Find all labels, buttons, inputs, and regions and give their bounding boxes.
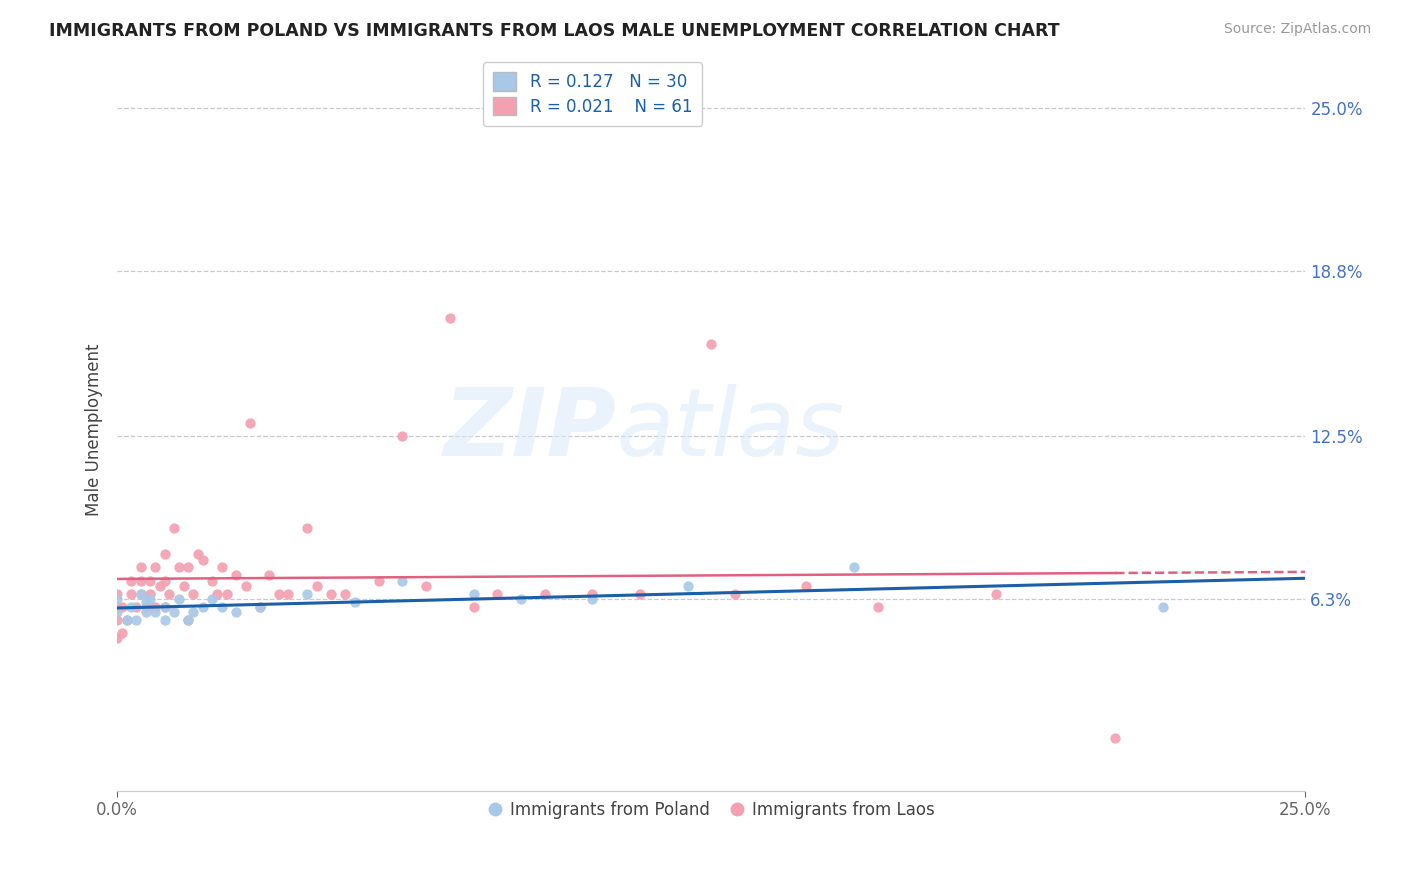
Point — [305, 579, 328, 593]
Point — [205, 587, 228, 601]
Point — [105, 591, 128, 606]
Point — [486, 587, 509, 601]
Point — [115, 613, 138, 627]
Point — [463, 587, 485, 601]
Point — [319, 587, 342, 601]
Point — [724, 587, 747, 601]
Point — [111, 599, 134, 614]
Point — [177, 560, 200, 574]
Point — [129, 574, 152, 588]
Point — [239, 416, 262, 430]
Legend: Immigrants from Poland, Immigrants from Laos: Immigrants from Poland, Immigrants from … — [482, 794, 941, 826]
Point — [143, 560, 166, 574]
Point — [105, 613, 128, 627]
Point — [120, 599, 142, 614]
Point — [149, 579, 172, 593]
Point — [153, 599, 176, 614]
Point — [249, 599, 271, 614]
Point — [211, 560, 233, 574]
Point — [297, 587, 319, 601]
Point — [181, 587, 204, 601]
Point — [139, 591, 162, 606]
Point — [986, 587, 1008, 601]
Point — [125, 613, 148, 627]
Point — [700, 337, 723, 351]
Point — [201, 591, 224, 606]
Point — [187, 547, 209, 561]
Point — [796, 579, 818, 593]
Point — [153, 613, 176, 627]
Point — [105, 599, 128, 614]
Point — [225, 568, 247, 582]
Point — [534, 587, 557, 601]
Point — [1152, 599, 1174, 614]
Point — [120, 574, 142, 588]
Point — [167, 591, 190, 606]
Point — [135, 594, 157, 608]
Point — [153, 599, 176, 614]
Point — [581, 591, 603, 606]
Point — [367, 574, 389, 588]
Point — [676, 579, 699, 593]
Point — [105, 587, 128, 601]
Point — [1104, 731, 1126, 745]
Point — [125, 599, 148, 614]
Point — [129, 587, 152, 601]
Point — [105, 605, 128, 619]
Point — [135, 599, 157, 614]
Text: IMMIGRANTS FROM POLAND VS IMMIGRANTS FROM LAOS MALE UNEMPLOYMENT CORRELATION CHA: IMMIGRANTS FROM POLAND VS IMMIGRANTS FRO… — [49, 22, 1060, 40]
Point — [129, 560, 152, 574]
Point — [153, 574, 176, 588]
Point — [249, 599, 271, 614]
Point — [191, 599, 214, 614]
Point — [259, 568, 281, 582]
Point — [335, 587, 357, 601]
Point — [167, 560, 190, 574]
Point — [581, 587, 603, 601]
Point — [267, 587, 290, 601]
Point — [391, 574, 413, 588]
Point — [211, 599, 233, 614]
Point — [510, 591, 533, 606]
Y-axis label: Male Unemployment: Male Unemployment — [86, 343, 103, 516]
Point — [191, 552, 214, 566]
Point — [163, 605, 186, 619]
Point — [139, 574, 162, 588]
Point — [177, 613, 200, 627]
Point — [181, 605, 204, 619]
Point — [135, 605, 157, 619]
Text: Source: ZipAtlas.com: Source: ZipAtlas.com — [1223, 22, 1371, 37]
Point — [463, 599, 485, 614]
Point — [343, 594, 366, 608]
Point — [277, 587, 299, 601]
Point — [173, 579, 195, 593]
Point — [439, 310, 461, 325]
Point — [143, 599, 166, 614]
Point — [153, 547, 176, 561]
Point — [159, 587, 181, 601]
Point — [391, 429, 413, 443]
Point — [129, 587, 152, 601]
Text: ZIP: ZIP — [443, 384, 616, 475]
Point — [628, 587, 651, 601]
Point — [215, 587, 238, 601]
Point — [139, 587, 162, 601]
Point — [115, 613, 138, 627]
Point — [163, 521, 186, 535]
Point — [177, 613, 200, 627]
Point — [842, 560, 865, 574]
Point — [143, 605, 166, 619]
Point — [866, 599, 889, 614]
Text: atlas: atlas — [616, 384, 845, 475]
Point — [297, 521, 319, 535]
Point — [225, 605, 247, 619]
Point — [120, 587, 142, 601]
Point — [415, 579, 437, 593]
Point — [201, 574, 224, 588]
Point — [111, 626, 134, 640]
Point — [235, 579, 257, 593]
Point — [105, 632, 128, 646]
